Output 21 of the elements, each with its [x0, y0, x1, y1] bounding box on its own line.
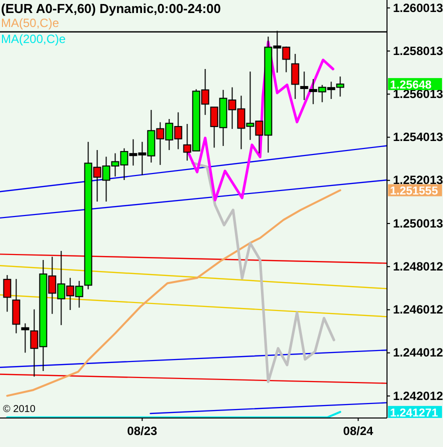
text: 1.251555 [390, 186, 439, 198]
text: 1.241271 [390, 407, 439, 420]
y-tick-label: 1.246012 [393, 302, 443, 317]
x-tick-label: 08/23 [127, 424, 158, 438]
y-tick-label: 1.250013 [393, 216, 443, 230]
text: MA(50,C)e [1, 16, 60, 30]
candlestick [300, 71, 308, 101]
text: MA(200,C)e [1, 32, 66, 46]
candlestick [21, 322, 30, 354]
y-tick-label: 1.258013 [393, 44, 443, 58]
y-tick-label: 1.248012 [393, 259, 443, 274]
y-tick-label: 1.260013 [393, 0, 443, 15]
y-tick-label: 1.252013 [393, 173, 443, 188]
chart-title: (EUR A0-FX,60) Dynamic,0:00-24:00 [1, 1, 221, 16]
x-tick-label: 08/24 [343, 424, 374, 438]
candlestick [3, 274, 12, 312]
candlestick [291, 53, 300, 100]
annotation: © 2010 [3, 404, 36, 415]
y-tick-label: 1.242012 [393, 388, 443, 403]
y-tick-label: 1.244012 [393, 346, 443, 360]
y-tick-label: 1.254013 [393, 130, 443, 144]
